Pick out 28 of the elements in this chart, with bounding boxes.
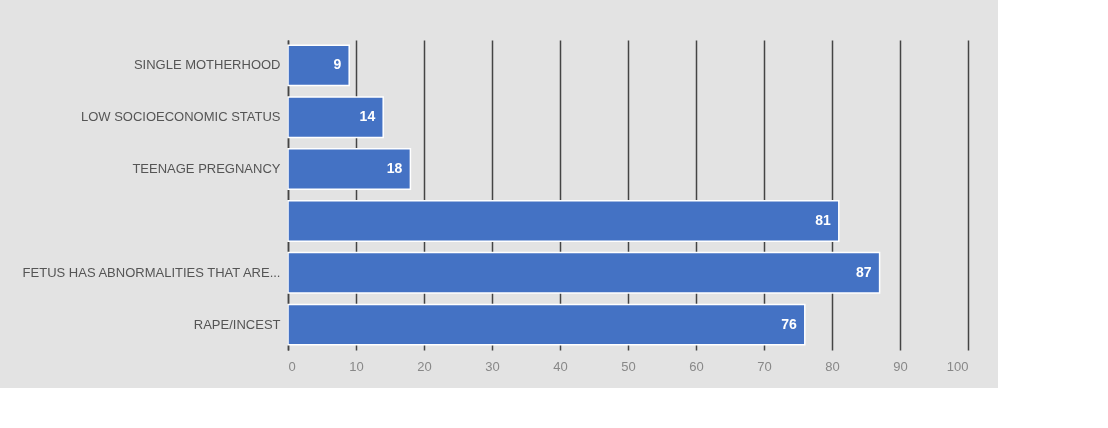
- x-tick-label: 80: [825, 358, 840, 374]
- x-tick-label: 10: [349, 358, 364, 374]
- y-tick-label: SINGLE MOTHERHOOD: [133, 57, 281, 73]
- bar: [287, 251, 881, 294]
- data-label: 76: [781, 315, 798, 332]
- data-label: 81: [815, 211, 832, 228]
- x-tick-label: 60: [689, 358, 704, 374]
- data-label: 9: [333, 56, 342, 73]
- bar: [287, 303, 806, 346]
- x-tick-label: 100: [946, 358, 969, 374]
- data-label: 87: [856, 263, 872, 280]
- bar: [287, 148, 412, 191]
- bar: [287, 96, 384, 139]
- x-tick-label: 0: [288, 358, 296, 374]
- y-tick-label: LOW SOCIOECONOMIC STATUS: [80, 109, 281, 125]
- y-tick-label: RAPE/INCEST: [193, 316, 281, 332]
- data-label: 18: [386, 160, 403, 177]
- x-tick-label: 70: [757, 358, 772, 374]
- bar: [287, 199, 840, 242]
- data-label: 14: [359, 108, 376, 125]
- bar: [287, 44, 350, 87]
- x-tick-label: 90: [893, 358, 908, 374]
- x-tick-label: 40: [553, 358, 568, 374]
- x-tick-label: 20: [417, 358, 432, 374]
- x-tick-label: 30: [485, 358, 500, 374]
- y-tick-label: FETUS HAS ABNORMALITIES THAT ARE...: [22, 264, 281, 280]
- x-tick-label: 50: [621, 358, 636, 374]
- y-tick-label: TEENAGE PREGNANCY: [132, 161, 281, 177]
